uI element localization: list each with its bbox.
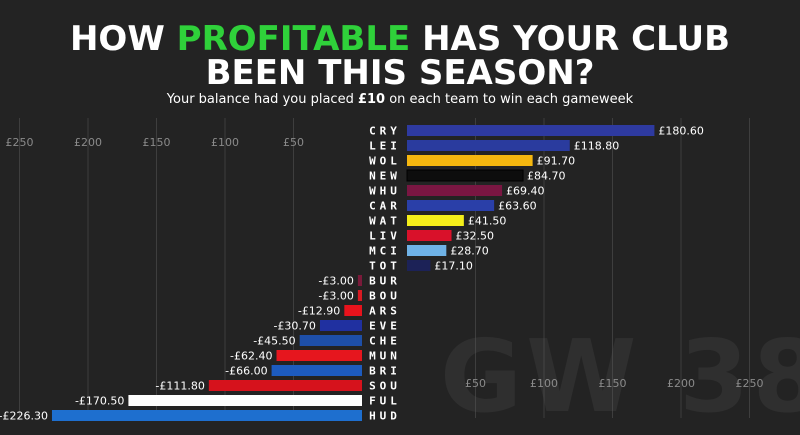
bar — [357, 275, 362, 286]
bar — [319, 320, 362, 331]
value-label: -£3.00 — [318, 290, 353, 303]
value-label: -£45.50 — [253, 335, 295, 348]
bar — [344, 305, 362, 316]
team-label: LIV — [369, 230, 401, 243]
x-tick-label: £150 — [143, 136, 171, 149]
x-tick-label: £250 — [736, 377, 764, 390]
title-prefix: HOW — [69, 19, 177, 59]
bar — [407, 140, 570, 151]
team-label: LEI — [369, 140, 401, 153]
team-label: SOU — [369, 380, 401, 393]
value-label: -£12.90 — [298, 305, 340, 318]
bar — [406, 169, 524, 182]
value-label: -£3.00 — [318, 275, 353, 288]
team-label: WHU — [369, 185, 401, 198]
x-tick-label: £50 — [283, 136, 304, 149]
team-label: FUL — [369, 395, 401, 408]
team-label: BOU — [369, 290, 401, 303]
team-label: WOL — [369, 155, 401, 168]
title-line-2: BEEN THIS SEASON? — [205, 53, 595, 93]
title-line-1: HOW PROFITABLE HAS YOUR CLUB — [0, 22, 800, 56]
team-label: EVE — [369, 320, 401, 333]
value-label: -£226.30 — [0, 410, 48, 423]
bar — [299, 335, 362, 346]
subtitle-stake: £10 — [357, 92, 386, 107]
bar — [208, 380, 362, 391]
value-label: £180.60 — [658, 125, 704, 138]
team-label: CHE — [369, 335, 401, 348]
bar — [357, 290, 362, 301]
team-label: TOT — [369, 260, 401, 273]
value-label: £69.40 — [506, 185, 545, 198]
bar — [407, 200, 495, 211]
bar — [271, 365, 362, 376]
value-label: -£62.40 — [230, 350, 272, 363]
value-label: £63.60 — [498, 200, 536, 213]
bar — [407, 230, 452, 241]
bar — [276, 350, 362, 361]
team-label: CRY — [369, 125, 401, 138]
team-label: WAT — [369, 215, 401, 228]
subtitle: Your balance had you placed £10 on each … — [0, 92, 800, 107]
x-tick-label: £50 — [465, 377, 486, 390]
bar — [51, 410, 363, 421]
subtitle-suffix: on each team to win each gameweek — [385, 92, 634, 107]
team-label: BUR — [369, 275, 401, 288]
team-label: HUD — [369, 410, 401, 423]
bar — [128, 395, 362, 406]
x-tick-label: £200 — [74, 136, 102, 149]
value-label: £32.50 — [456, 230, 495, 243]
x-tick-label: £200 — [667, 377, 695, 390]
value-label: -£170.50 — [75, 395, 124, 408]
value-label: £17.10 — [434, 260, 473, 273]
team-label: NEW — [369, 170, 401, 183]
team-label: MCI — [369, 245, 401, 258]
value-label: -£111.80 — [155, 380, 204, 393]
value-label: £118.80 — [574, 140, 620, 153]
x-tick-label: £250 — [6, 136, 34, 149]
value-label: £28.70 — [450, 245, 489, 258]
team-label: MUN — [369, 350, 401, 363]
title-suffix: HAS YOUR CLUB — [410, 19, 731, 59]
value-label: -£30.70 — [273, 320, 315, 333]
value-label: £91.70 — [537, 155, 576, 168]
x-tick-label: £100 — [530, 377, 558, 390]
bar — [407, 260, 431, 271]
subtitle-prefix: Your balance had you placed — [166, 92, 358, 107]
team-label: BRI — [369, 365, 401, 378]
bar — [407, 125, 655, 136]
bar — [407, 155, 533, 166]
gameweek-watermark: GW 38 — [440, 318, 800, 435]
bar — [407, 185, 503, 196]
team-label: CAR — [369, 200, 401, 213]
team-label: ARS — [369, 305, 401, 318]
value-label: £41.50 — [468, 215, 507, 228]
x-tick-label: £150 — [599, 377, 627, 390]
value-label: £84.70 — [527, 170, 566, 183]
x-tick-label: £100 — [211, 136, 239, 149]
title-accent: PROFITABLE — [176, 19, 411, 59]
bar — [407, 215, 464, 226]
value-label: -£66.00 — [225, 365, 267, 378]
bar — [407, 245, 447, 256]
